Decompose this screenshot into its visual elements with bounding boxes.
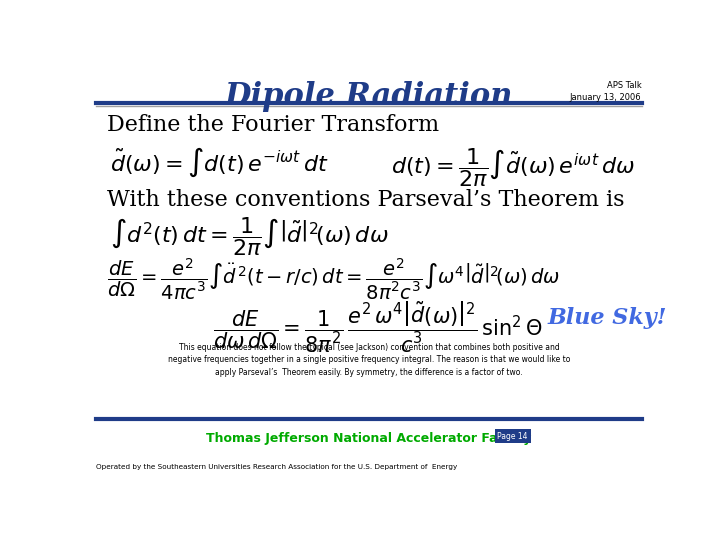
Text: Blue Sky!: Blue Sky! [547, 307, 667, 329]
Text: Operated by the Southeastern Universities Research Association for the U.S. Depa: Operated by the Southeastern Universitie… [96, 464, 456, 470]
Text: Define the Fourier Transform: Define the Fourier Transform [107, 114, 439, 136]
Text: This equation does not follow the typical (see Jackson) convention that combines: This equation does not follow the typica… [168, 342, 570, 376]
Text: Thomas Jefferson National Accelerator Facility: Thomas Jefferson National Accelerator Fa… [207, 431, 531, 444]
Text: Page 14: Page 14 [498, 431, 528, 441]
Text: Dipole Radiation: Dipole Radiation [225, 82, 513, 112]
Text: $d(t) = \dfrac{1}{2\pi} \int \tilde{d}(\omega)\,e^{i\omega t}\,d\omega$: $d(t) = \dfrac{1}{2\pi} \int \tilde{d}(\… [392, 146, 636, 189]
Text: $\tilde{d}(\omega) = \int d(t)\,e^{-i\omega t}\,dt$: $\tilde{d}(\omega) = \int d(t)\,e^{-i\om… [109, 146, 328, 179]
Text: APS Talk
January 13, 2006: APS Talk January 13, 2006 [570, 82, 642, 102]
Text: $\dfrac{dE}{d\Omega} = \dfrac{e^2}{4\pi c^3} \int \ddot{d}^{\,2}(t - r/c)\,dt = : $\dfrac{dE}{d\Omega} = \dfrac{e^2}{4\pi … [107, 256, 560, 301]
Text: $\int d^2(t)\,dt = \dfrac{1}{2\pi} \int \left|\tilde{d}\right|^2\!(\omega)\,d\om: $\int d^2(t)\,dt = \dfrac{1}{2\pi} \int … [109, 215, 388, 258]
Text: $\dfrac{dE}{d\omega\,d\Omega} = \dfrac{1}{8\pi^2}\, \dfrac{e^2\,\omega^4\left|\t: $\dfrac{dE}{d\omega\,d\Omega} = \dfrac{1… [213, 300, 542, 355]
Text: With these conventions Parseval’s Theorem is: With these conventions Parseval’s Theore… [107, 188, 624, 211]
